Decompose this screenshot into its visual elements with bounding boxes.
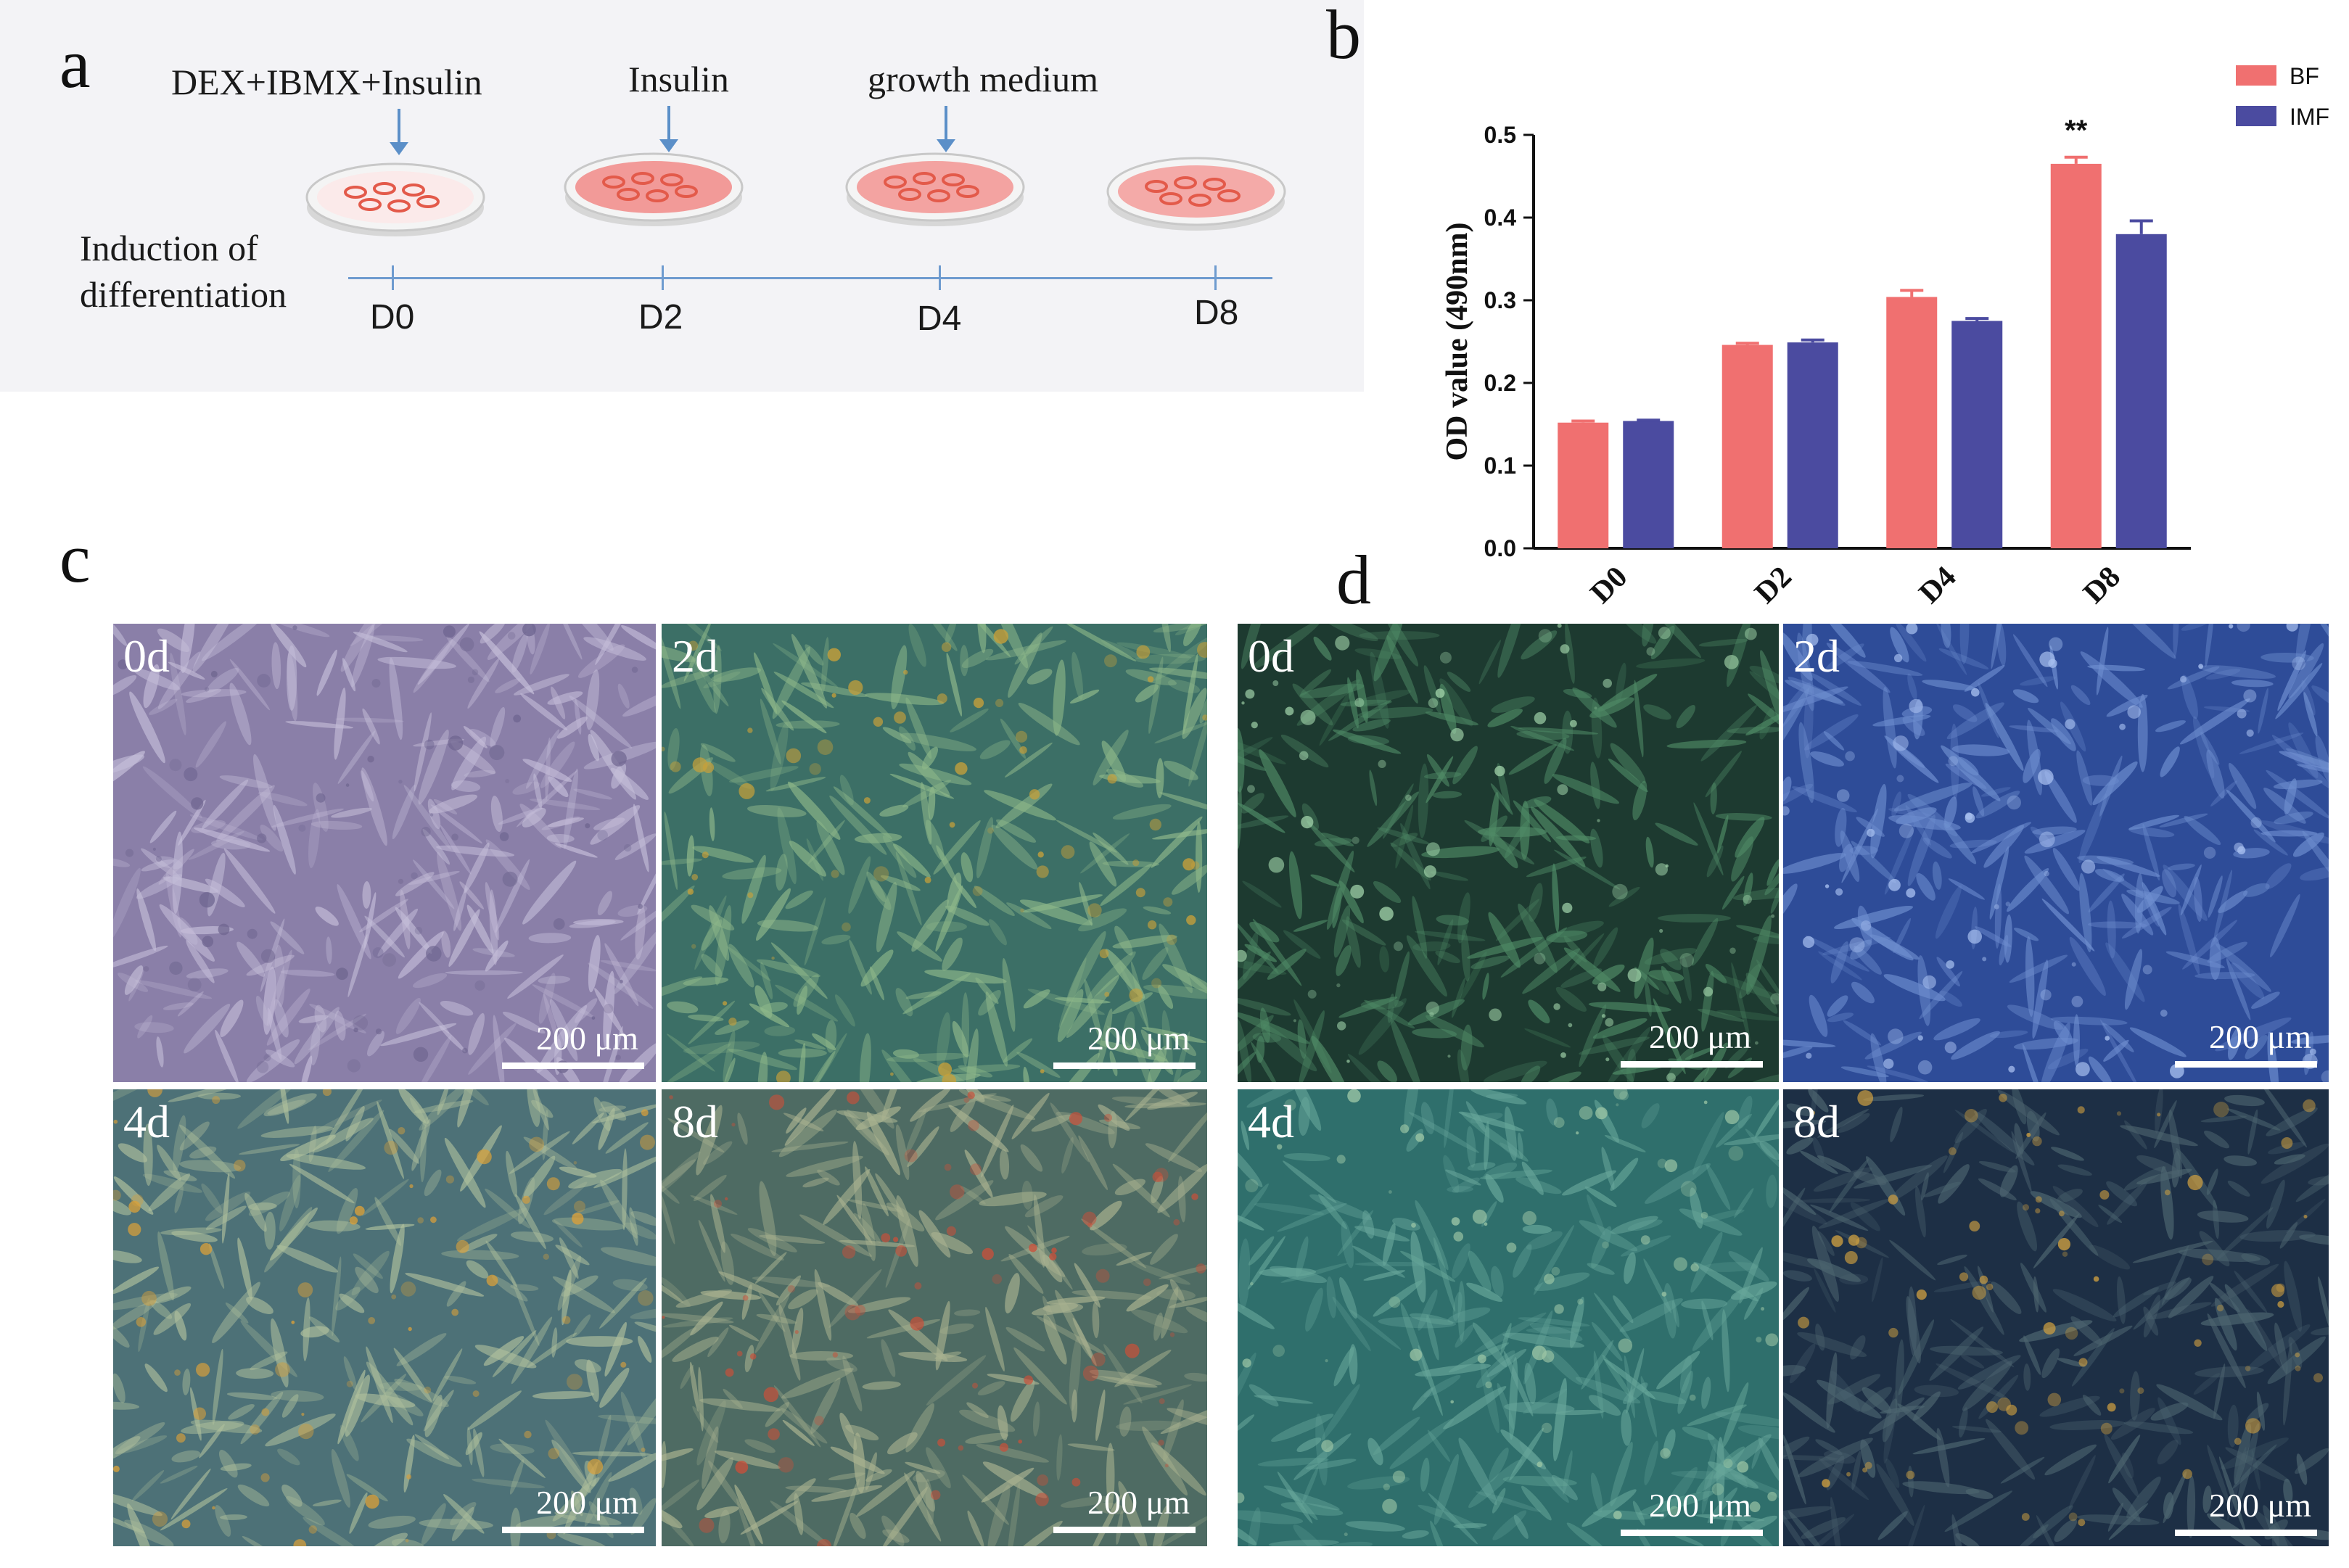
panel-c-letter: c xyxy=(59,519,91,597)
scale-bar-label: 200 μm xyxy=(1649,1487,1751,1524)
micrograph-label: 2d xyxy=(672,630,718,682)
micrograph-d-2d: 2d 200 μm xyxy=(1783,624,2329,1082)
arrow-down-icon xyxy=(937,106,955,152)
micrograph-d-0d: 0d 200 μm xyxy=(1238,624,1779,1082)
scale-bar xyxy=(502,1062,644,1069)
panel-a-letter: a xyxy=(59,25,91,102)
bar-imf-d0 xyxy=(1623,421,1674,548)
x-tick-label: D2 xyxy=(1748,560,1798,610)
x-tick-label: D4 xyxy=(1913,560,1963,610)
petri-dish-icon xyxy=(845,152,1025,226)
legend-swatch-imf xyxy=(2236,106,2276,126)
step-label-insulin: Insulin xyxy=(628,59,729,99)
y-tick-label: 0.5 xyxy=(1484,122,1516,148)
y-tick-label: 0.4 xyxy=(1484,205,1517,231)
induction-label: Induction of differentiation xyxy=(80,228,287,315)
timeline-tick xyxy=(939,265,941,290)
micrograph-label: 2d xyxy=(1793,630,1840,682)
micrograph-label: 8d xyxy=(1793,1096,1840,1147)
micrograph-c-4d: 4d 200 μm xyxy=(113,1089,656,1546)
micrograph-c-0d: 0d 200 μm xyxy=(113,624,656,1082)
step-label-growth-medium: growth medium xyxy=(868,59,1099,99)
micrograph-label: 4d xyxy=(123,1096,170,1147)
scale-bar-label: 200 μm xyxy=(2209,1018,2311,1055)
y-tick-label: 0.2 xyxy=(1484,370,1516,396)
timeline-tick xyxy=(1214,265,1217,290)
day-label-d4: D4 xyxy=(917,300,962,338)
bar-bf-d0 xyxy=(1558,422,1609,548)
panel-d-letter: d xyxy=(1336,541,1371,619)
day-label-d0: D0 xyxy=(370,298,415,337)
significance-annotation: ** xyxy=(2065,115,2088,147)
bar-bf-d8 xyxy=(2050,163,2102,548)
scale-bar-label: 200 μm xyxy=(536,1484,638,1521)
micrograph-label: 0d xyxy=(123,630,170,682)
micrograph-d-8d: 8d 200 μm xyxy=(1783,1089,2329,1546)
scale-bar xyxy=(1621,1530,1763,1536)
bar-imf-d4 xyxy=(1951,321,2003,548)
y-tick-label: 0.0 xyxy=(1484,535,1516,561)
legend-swatch-bf xyxy=(2236,65,2276,86)
y-tick-label: 0.1 xyxy=(1484,453,1516,479)
scale-bar-label: 200 μm xyxy=(2209,1487,2311,1524)
day-label-d2: D2 xyxy=(638,298,683,337)
day-label-d8: D8 xyxy=(1194,294,1239,332)
arrow-down-icon xyxy=(659,106,678,152)
scale-bar xyxy=(2175,1061,2317,1068)
scale-bar xyxy=(1053,1062,1196,1069)
scale-bar xyxy=(2175,1530,2317,1536)
scale-bar-label: 200 μm xyxy=(1087,1020,1190,1057)
scale-bar xyxy=(1621,1061,1763,1068)
timeline-axis xyxy=(348,277,1272,279)
arrow-down-icon xyxy=(390,109,408,155)
legend-label-imf: IMF xyxy=(2290,104,2329,130)
y-axis-label: OD value (490nm) xyxy=(1441,223,1474,461)
scale-bar-label: 200 μm xyxy=(536,1020,638,1057)
micrograph-c-2d: 2d 200 μm xyxy=(662,624,1207,1082)
scale-bar xyxy=(1053,1527,1196,1533)
scale-bar-label: 200 μm xyxy=(1087,1484,1190,1521)
panel-b-letter: b xyxy=(1326,0,1361,73)
scale-bar xyxy=(502,1527,644,1533)
micrograph-d-4d: 4d 200 μm xyxy=(1238,1089,1779,1546)
y-tick-label: 0.3 xyxy=(1484,287,1516,313)
bar-bf-d2 xyxy=(1721,344,1773,548)
petri-dish-icon xyxy=(305,162,485,236)
x-tick-label: D0 xyxy=(1584,560,1634,610)
scale-bar-label: 200 μm xyxy=(1649,1018,1751,1055)
petri-dish-icon xyxy=(1106,157,1286,231)
od-value-bar-chart: 0.0 0.1 0.2 0.3 0.4 0.5 OD value (490nm) D0 D2 D4… xyxy=(1441,63,2329,610)
legend-label-bf: BF xyxy=(2290,63,2319,89)
petri-dish-icon xyxy=(564,152,744,226)
bar-imf-d2 xyxy=(1787,342,1838,548)
step-label-dex-ibmx-insulin: DEX+IBMX+Insulin xyxy=(171,62,482,102)
bar-bf-d4 xyxy=(1886,297,1938,548)
micrograph-label: 0d xyxy=(1248,630,1294,682)
bar-imf-d8 xyxy=(2115,234,2167,548)
micrograph-label: 8d xyxy=(672,1096,718,1147)
micrograph-c-8d: 8d 200 μm xyxy=(662,1089,1207,1546)
panel-a-scheme: DEX+IBMX+Insulin Insulin growth medium xyxy=(0,0,1364,392)
timeline-tick xyxy=(662,265,664,290)
timeline-tick xyxy=(392,265,394,290)
x-tick-label: D8 xyxy=(2077,560,2127,610)
micrograph-label: 4d xyxy=(1248,1096,1294,1147)
